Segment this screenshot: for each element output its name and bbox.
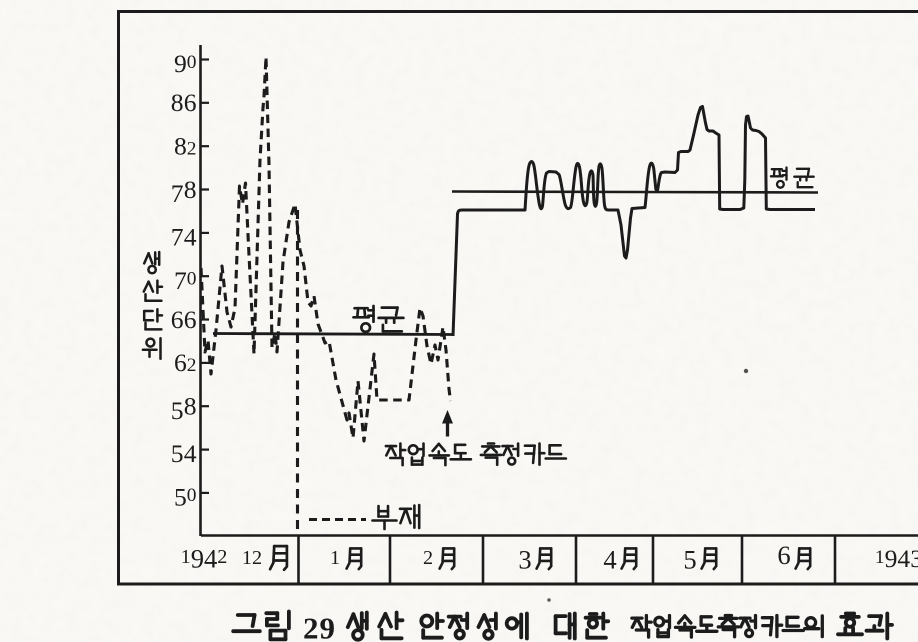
svg-text:5: 5	[171, 396, 184, 425]
svg-text:4: 4	[204, 544, 217, 574]
svg-text:4: 4	[897, 544, 910, 573]
svg-text:2: 2	[217, 546, 227, 568]
svg-text:9: 9	[174, 49, 187, 78]
svg-text:9: 9	[191, 544, 204, 574]
svg-text:1: 1	[875, 547, 885, 568]
svg-text:2: 2	[187, 355, 197, 376]
svg-text:8: 8	[171, 88, 184, 117]
svg-text:29: 29	[303, 611, 336, 642]
svg-text:6: 6	[171, 305, 184, 334]
svg-text:3: 3	[518, 545, 531, 575]
svg-text:0: 0	[187, 269, 197, 290]
svg-text:1: 1	[181, 546, 191, 568]
svg-text:2: 2	[423, 547, 433, 569]
svg-text:3: 3	[910, 544, 918, 573]
svg-text:1: 1	[242, 547, 252, 569]
svg-text:0: 0	[187, 485, 197, 506]
svg-text:4: 4	[184, 439, 197, 468]
svg-text:4: 4	[184, 223, 197, 252]
svg-text:8: 8	[174, 132, 187, 161]
svg-text:0: 0	[187, 52, 197, 73]
svg-text:6: 6	[174, 348, 187, 377]
svg-text:8: 8	[184, 392, 197, 421]
svg-text:7: 7	[171, 179, 184, 208]
svg-text:1: 1	[330, 547, 340, 569]
svg-text:9: 9	[885, 544, 898, 573]
svg-text:4: 4	[603, 545, 616, 575]
svg-text:7: 7	[174, 266, 187, 295]
svg-text:6: 6	[184, 88, 197, 117]
svg-text:5: 5	[174, 483, 187, 512]
svg-text:6: 6	[777, 540, 790, 570]
svg-text:7: 7	[171, 223, 184, 252]
svg-text:5: 5	[683, 545, 696, 575]
svg-text:2: 2	[252, 547, 262, 569]
svg-text:2: 2	[187, 139, 197, 160]
svg-text:5: 5	[171, 439, 184, 468]
svg-text:6: 6	[184, 305, 197, 334]
svg-text:8: 8	[184, 175, 197, 204]
